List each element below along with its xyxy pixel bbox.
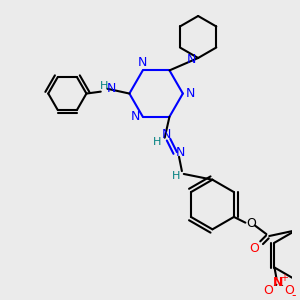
Text: N: N (175, 146, 185, 158)
Text: O: O (249, 242, 259, 255)
Text: N: N (138, 56, 147, 69)
Text: O: O (284, 284, 294, 297)
Text: N: N (187, 53, 196, 66)
Text: -: - (291, 289, 296, 300)
Text: O: O (246, 217, 256, 230)
Text: H: H (172, 171, 180, 181)
Text: O: O (263, 284, 273, 297)
Text: H: H (99, 81, 108, 91)
Text: N: N (130, 110, 140, 123)
Text: H: H (153, 136, 161, 146)
Text: N: N (273, 276, 284, 289)
Text: N: N (162, 128, 171, 141)
Text: +: + (280, 273, 288, 283)
Text: N: N (106, 82, 116, 95)
Text: N: N (186, 87, 195, 100)
